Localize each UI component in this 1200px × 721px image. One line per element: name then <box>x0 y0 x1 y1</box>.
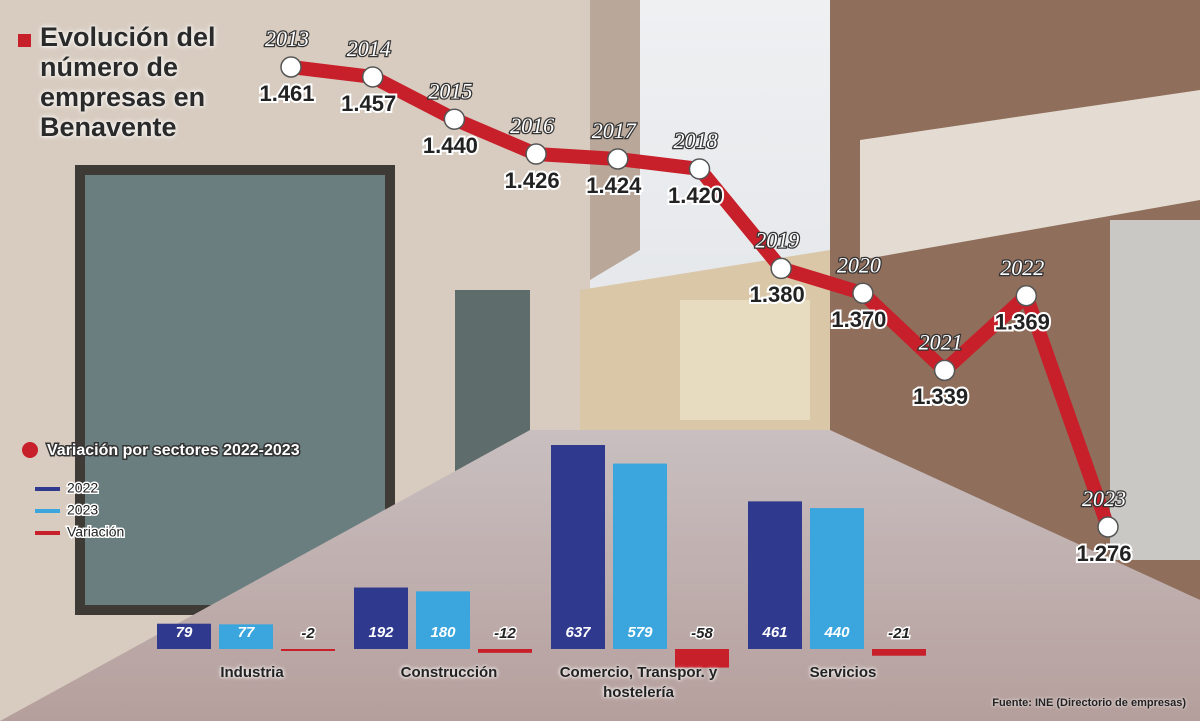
point <box>852 282 874 305</box>
bar-value-label: 77 <box>238 624 255 641</box>
point <box>933 359 956 382</box>
bar-value-label: 440 <box>823 624 850 641</box>
legend-label: Variación <box>67 524 124 540</box>
x-label: 2014 <box>347 36 391 61</box>
x-label: 2019 <box>755 227 799 252</box>
point <box>361 66 384 88</box>
bar-value-label: 637 <box>565 624 591 641</box>
legend-label: 2022 <box>67 480 98 496</box>
source: Fuente: INE (Directorio de empresas) <box>992 697 1186 709</box>
x-label: 2021 <box>919 329 963 354</box>
value-label: 1.424 <box>586 173 642 198</box>
bar-value-label: -58 <box>691 625 713 642</box>
bar <box>551 445 605 649</box>
bar <box>354 587 408 649</box>
point <box>770 257 792 280</box>
bar-value-label: 79 <box>176 624 193 641</box>
point <box>607 148 629 170</box>
bar <box>810 508 864 649</box>
x-label: 2022 <box>1000 255 1044 280</box>
bar-value-label: 192 <box>368 624 394 641</box>
value-label: 1.420 <box>668 183 723 208</box>
x-label: 2018 <box>674 128 718 153</box>
bar <box>613 463 667 649</box>
value-label: 1.369 <box>995 310 1050 335</box>
value-label: 1.370 <box>831 307 886 332</box>
x-label: 2015 <box>428 78 472 103</box>
bar-value-label: 579 <box>627 624 653 641</box>
chart-title: Evolución del número de empresas en Bena… <box>40 22 216 142</box>
x-label: 2016 <box>510 113 554 138</box>
category-label: Comercio, Transpor. y hostelería <box>559 664 718 701</box>
bar <box>872 649 926 656</box>
value-label: 1.276 <box>1076 541 1131 566</box>
x-label: 2017 <box>592 118 637 143</box>
point <box>525 143 547 165</box>
legend-dot <box>22 442 38 458</box>
bar <box>416 591 470 649</box>
point <box>280 56 302 78</box>
bar-value-label: 180 <box>430 624 456 641</box>
legend-title: Variación por sectores 2022-2023 <box>47 442 300 459</box>
value-label: 1.461 <box>259 81 314 106</box>
value-label: 1.339 <box>913 384 968 409</box>
point <box>443 108 466 130</box>
bar <box>281 649 335 651</box>
value-label: 1.380 <box>750 282 805 307</box>
point <box>1015 285 1038 307</box>
value-label: 1.426 <box>505 168 560 193</box>
value-label: 1.457 <box>341 91 396 116</box>
point <box>688 158 711 180</box>
bar-value-label: -2 <box>301 625 315 642</box>
point <box>1097 516 1119 538</box>
value-label: 1.440 <box>423 133 478 158</box>
x-label: 2023 <box>1082 486 1126 511</box>
bar <box>219 624 273 649</box>
x-label: 2013 <box>265 26 309 51</box>
category-label: Construcción <box>400 664 498 681</box>
bar-value-label: -12 <box>494 625 516 642</box>
bar <box>748 501 802 649</box>
bar <box>478 649 532 653</box>
category-label: Servicios <box>809 664 877 681</box>
bar-value-label: -21 <box>888 625 910 642</box>
bar <box>157 623 211 649</box>
bar <box>675 649 729 668</box>
title-marker <box>18 34 31 47</box>
legend-label: 2023 <box>67 502 98 518</box>
x-label: 2020 <box>837 252 881 277</box>
bar-value-label: 461 <box>761 624 787 641</box>
category-label: Industria <box>220 664 284 681</box>
